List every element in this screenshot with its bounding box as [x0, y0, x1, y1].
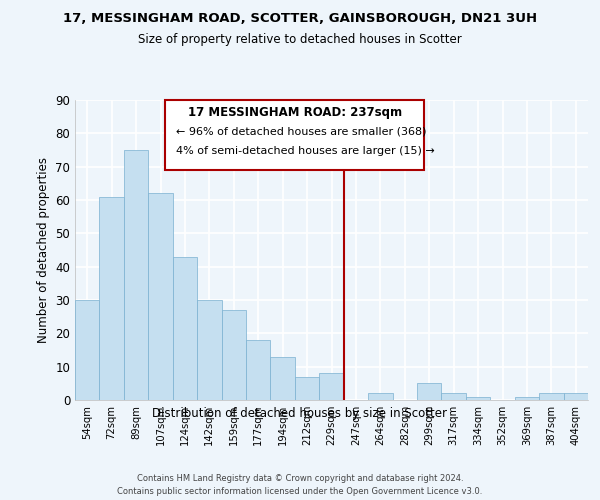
Text: ← 96% of detached houses are smaller (368): ← 96% of detached houses are smaller (36…: [176, 126, 426, 136]
Bar: [246, 340, 271, 400]
Bar: [442, 394, 466, 400]
Bar: [466, 396, 490, 400]
Text: Distribution of detached houses by size in Scotter: Distribution of detached houses by size …: [152, 408, 448, 420]
Text: Contains public sector information licensed under the Open Government Licence v3: Contains public sector information licen…: [118, 486, 482, 496]
FancyBboxPatch shape: [166, 100, 424, 170]
Bar: [295, 376, 319, 400]
Bar: [173, 256, 197, 400]
Text: Size of property relative to detached houses in Scotter: Size of property relative to detached ho…: [138, 32, 462, 46]
Text: 4% of semi-detached houses are larger (15) →: 4% of semi-detached houses are larger (1…: [176, 146, 434, 156]
Bar: [515, 396, 539, 400]
Bar: [368, 394, 392, 400]
Bar: [563, 394, 588, 400]
Bar: [75, 300, 100, 400]
Text: 17 MESSINGHAM ROAD: 237sqm: 17 MESSINGHAM ROAD: 237sqm: [188, 106, 402, 119]
Text: 17, MESSINGHAM ROAD, SCOTTER, GAINSBOROUGH, DN21 3UH: 17, MESSINGHAM ROAD, SCOTTER, GAINSBOROU…: [63, 12, 537, 26]
Bar: [417, 384, 442, 400]
Bar: [124, 150, 148, 400]
Bar: [197, 300, 221, 400]
Y-axis label: Number of detached properties: Number of detached properties: [37, 157, 50, 343]
Bar: [148, 194, 173, 400]
Bar: [100, 196, 124, 400]
Bar: [271, 356, 295, 400]
Bar: [319, 374, 344, 400]
Bar: [221, 310, 246, 400]
Text: Contains HM Land Registry data © Crown copyright and database right 2024.: Contains HM Land Registry data © Crown c…: [137, 474, 463, 483]
Bar: [539, 394, 563, 400]
